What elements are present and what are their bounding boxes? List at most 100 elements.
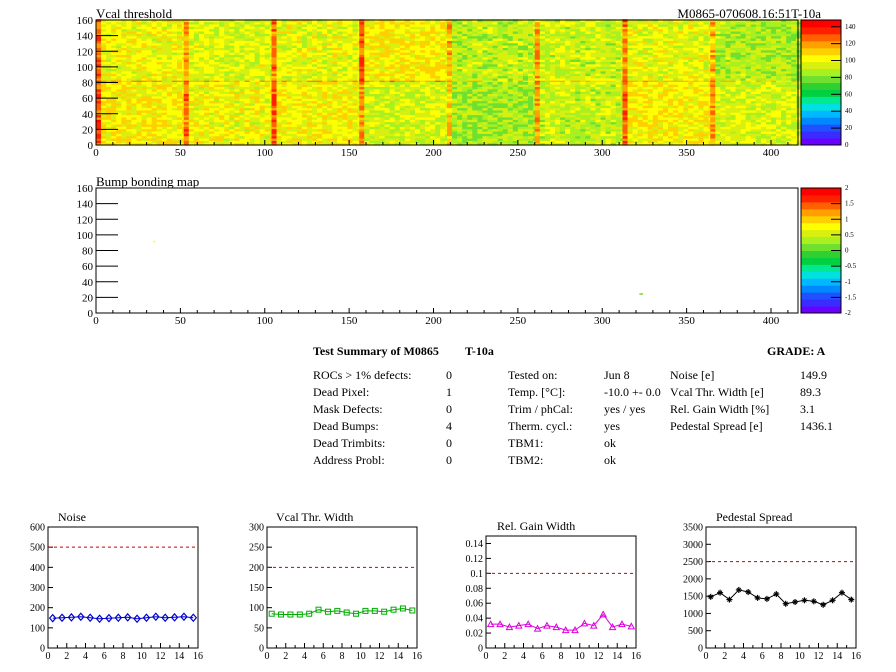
colorbar-tick-label: 80 — [845, 73, 853, 81]
data-point — [114, 613, 123, 623]
x-tick-label: 16 — [631, 651, 641, 662]
y-tick-label: 60 — [82, 261, 94, 273]
data-point — [48, 613, 57, 623]
y-tick-label: 50 — [254, 623, 264, 634]
colorbar-band — [801, 75, 841, 83]
x-tick-label: 10 — [795, 651, 805, 662]
colorbar-tick-label: -1 — [845, 278, 851, 286]
summary-value: 0 — [446, 436, 452, 450]
colorbar-band — [801, 110, 841, 118]
chart-title: Pedestal Spread — [716, 510, 792, 524]
y-tick-label: 200 — [249, 563, 264, 574]
chart-title: Noise — [58, 510, 86, 524]
y-tick-label: 120 — [77, 46, 94, 58]
x-tick-label: 16 — [851, 651, 861, 662]
x-tick-label: 350 — [678, 147, 695, 159]
x-tick-label: 16 — [412, 651, 422, 662]
y-tick-label: 0.06 — [466, 599, 484, 610]
y-tick-label: 3500 — [683, 523, 703, 534]
chart-title: Vcal Thr. Width — [276, 510, 353, 524]
data-point — [782, 600, 789, 607]
x-tick-label: 200 — [425, 147, 442, 159]
colorbar-band — [801, 82, 841, 90]
summary-label: Dead Pixel: — [313, 385, 370, 399]
y-tick-label: 3000 — [683, 540, 703, 551]
colorbar-band — [801, 124, 841, 132]
y-tick-label: 250 — [249, 543, 264, 554]
series-line — [271, 607, 413, 615]
y-tick-label: 1500 — [683, 592, 703, 603]
y-tick-label: 1000 — [683, 609, 703, 620]
bump-bonding-colorbar: -2 -1.5 -1 -0.5 0 0.5 1 1.5 2 — [800, 184, 857, 317]
summary-label: Address Probl: — [313, 453, 385, 467]
data-point — [717, 589, 724, 596]
colorbar-band — [801, 117, 841, 125]
colorbar-band — [801, 250, 841, 258]
data-point — [123, 612, 132, 622]
y-tick-label: 0.04 — [466, 614, 484, 625]
x-tick-label: 300 — [594, 147, 611, 159]
x-tick-label: 400 — [763, 315, 780, 327]
data-point — [496, 620, 504, 628]
roc-block — [183, 81, 276, 146]
data-point — [543, 621, 551, 629]
data-point — [561, 626, 570, 634]
summary-label: Vcal Thr. Width [e] — [670, 385, 764, 399]
roc-block — [447, 81, 539, 146]
x-tick-label: 2 — [283, 651, 288, 662]
colorbar-tick-label: 20 — [845, 124, 853, 132]
colorbar-band — [801, 138, 841, 146]
colorbar-band — [801, 54, 841, 63]
y-tick-label: 2000 — [683, 574, 703, 585]
summary-label: Therm. cycl.: — [508, 419, 573, 433]
y-tick-label: 100 — [77, 62, 94, 74]
x-tick-label: 300 — [594, 315, 611, 327]
colorbar-band — [801, 47, 841, 56]
y-tick-label: 0.14 — [466, 539, 484, 550]
summary-value: 0 — [446, 402, 452, 416]
x-tick-label: 50 — [175, 315, 187, 327]
x-tick-label: 0 — [704, 651, 709, 662]
y-tick-label: 140 — [77, 199, 94, 211]
colorbar-tick-label: 140 — [845, 23, 856, 31]
y-tick-label: 0 — [259, 644, 264, 655]
summary-temp-label: T-10a — [465, 344, 494, 358]
data-point — [773, 591, 780, 598]
colorbar-band — [801, 188, 841, 196]
summary-value: 3.1 — [800, 402, 815, 416]
colorbar-tick-label: 2 — [845, 184, 849, 192]
colorbar-band — [801, 208, 841, 217]
x-tick-label: 100 — [257, 315, 274, 327]
x-tick-label: 250 — [510, 147, 527, 159]
colorbar-band — [801, 243, 841, 251]
x-tick-label: 4 — [521, 651, 526, 662]
x-tick-label: 10 — [356, 651, 366, 662]
chart-title: Rel. Gain Width — [497, 519, 575, 533]
colorbar-frame — [800, 19, 842, 146]
roc-block — [359, 81, 451, 146]
data-point — [105, 613, 113, 623]
colorbar-band — [801, 215, 841, 224]
data-point — [287, 611, 294, 618]
data-point — [399, 605, 406, 612]
data-point — [599, 610, 608, 618]
colorbar-band — [801, 26, 841, 35]
summary-label: TBM1: — [508, 436, 544, 450]
map-frame — [95, 187, 799, 314]
y-tick-label: 120 — [77, 214, 94, 226]
summary-label: Mask Defects: — [313, 402, 383, 416]
y-tick-label: 0 — [88, 140, 94, 152]
summary-value: ok — [604, 436, 616, 450]
roc-block — [710, 81, 802, 146]
x-tick-label: 0 — [93, 147, 99, 159]
series-line — [490, 613, 632, 631]
summary-value: -10.0 +- 0.0 — [604, 385, 661, 399]
data-point — [58, 613, 66, 623]
colorbar-band — [801, 20, 841, 28]
data-point — [95, 614, 104, 624]
summary-label: Pedestal Spread [e] — [670, 419, 763, 433]
plot-frame — [266, 526, 418, 649]
module-id-label: M0865-070608.16:51T-10a — [677, 6, 821, 21]
y-tick-label: 20 — [82, 124, 94, 136]
